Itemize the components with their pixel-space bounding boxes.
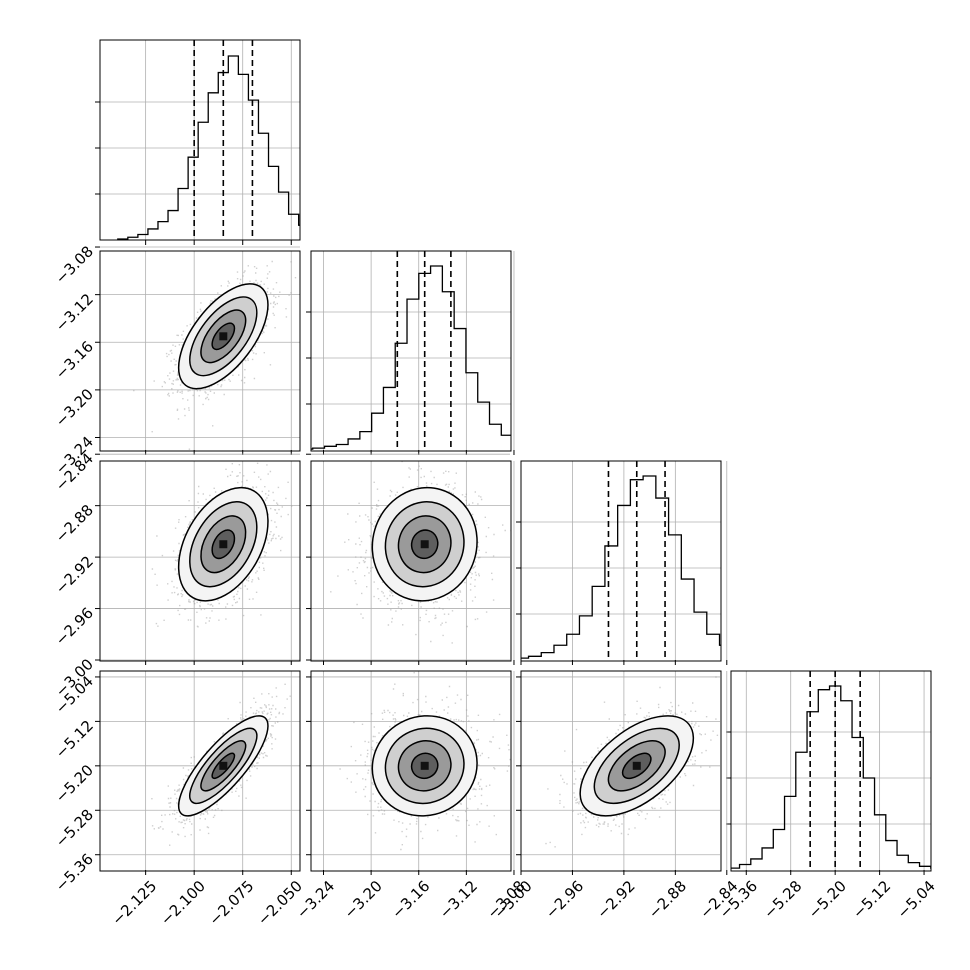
contour-line: [371, 486, 478, 602]
panel-3-1: [339, 672, 511, 851]
contour-line: [177, 486, 269, 602]
y-tick-label: −2.88: [52, 501, 97, 546]
histogram-panel-1: [310, 250, 512, 452]
histogram-panel-2: [520, 460, 722, 662]
x-tick-label: −2.125: [108, 877, 160, 929]
contour-line: [607, 740, 666, 792]
x-tick-label: −2.92: [593, 877, 638, 922]
panel-frame-1-0: [99, 250, 301, 452]
contour-line: [211, 529, 236, 560]
contour-line: [177, 715, 269, 817]
contour-line: [189, 727, 258, 805]
histogram-panel-3: [730, 670, 932, 872]
panel-2-1: [330, 461, 511, 644]
contour-line: [397, 515, 452, 574]
x-tick-label: −3.16: [388, 877, 433, 922]
x-tick-label: −3.20: [341, 877, 386, 922]
y-tick-label: −5.36: [52, 850, 97, 895]
contour-line: [384, 727, 465, 805]
density-peak: [219, 540, 228, 549]
density-peak: [420, 540, 429, 549]
x-tick-label: −5.12: [849, 877, 894, 922]
contour-line: [410, 752, 439, 780]
x-tick-label: −2.075: [205, 877, 257, 929]
panel-frame-2-1: [310, 460, 512, 662]
y-tick-label: −2.96: [52, 604, 97, 649]
panel-3-0: [151, 683, 291, 846]
y-tick-label: −5.28: [52, 806, 97, 851]
density-peak: [420, 761, 429, 770]
panel-frame-3-0: [99, 670, 301, 872]
contour-line: [397, 740, 452, 792]
contour-line: [593, 727, 680, 805]
y-tick-label: −5.20: [52, 761, 97, 806]
histogram-panel-0: [99, 39, 301, 241]
panel-2-0: [151, 462, 293, 628]
contour-line: [200, 515, 247, 574]
x-tick-label: −3.12: [436, 877, 481, 922]
x-tick-label: −2.96: [542, 877, 587, 922]
density-peak: [632, 761, 641, 770]
y-tick-label: −5.12: [52, 717, 97, 762]
contour-line: [621, 752, 652, 780]
contour-line: [177, 283, 269, 390]
y-tick-label: −3.20: [52, 385, 97, 430]
panel-frame-3-2: [520, 670, 722, 872]
contour-line: [189, 501, 258, 588]
panel-1-0: [133, 260, 297, 450]
panel-3-2: [545, 676, 719, 848]
contour-line: [371, 715, 478, 817]
contour-line: [579, 715, 695, 817]
contour-line: [189, 296, 258, 377]
density-peak: [219, 332, 228, 341]
contour-line: [200, 309, 247, 364]
contour-line: [384, 501, 465, 588]
contour-line: [410, 529, 439, 560]
y-tick-label: −3.08: [52, 242, 97, 287]
x-tick-label: −5.04: [894, 877, 939, 922]
x-tick-label: −2.88: [645, 877, 690, 922]
panel-frame-3-1: [310, 670, 512, 872]
y-tick-label: −3.12: [52, 290, 97, 335]
density-peak: [219, 761, 228, 770]
y-tick-label: −3.16: [52, 338, 97, 383]
histogram-step: [521, 475, 721, 659]
contour-line: [211, 322, 236, 351]
contour-line: [200, 740, 247, 792]
y-tick-label: −2.92: [52, 552, 97, 597]
panel-frame-2-0: [99, 460, 301, 662]
x-tick-label: −2.100: [157, 877, 209, 929]
x-tick-label: −5.20: [805, 877, 850, 922]
x-tick-label: −5.28: [760, 877, 805, 922]
